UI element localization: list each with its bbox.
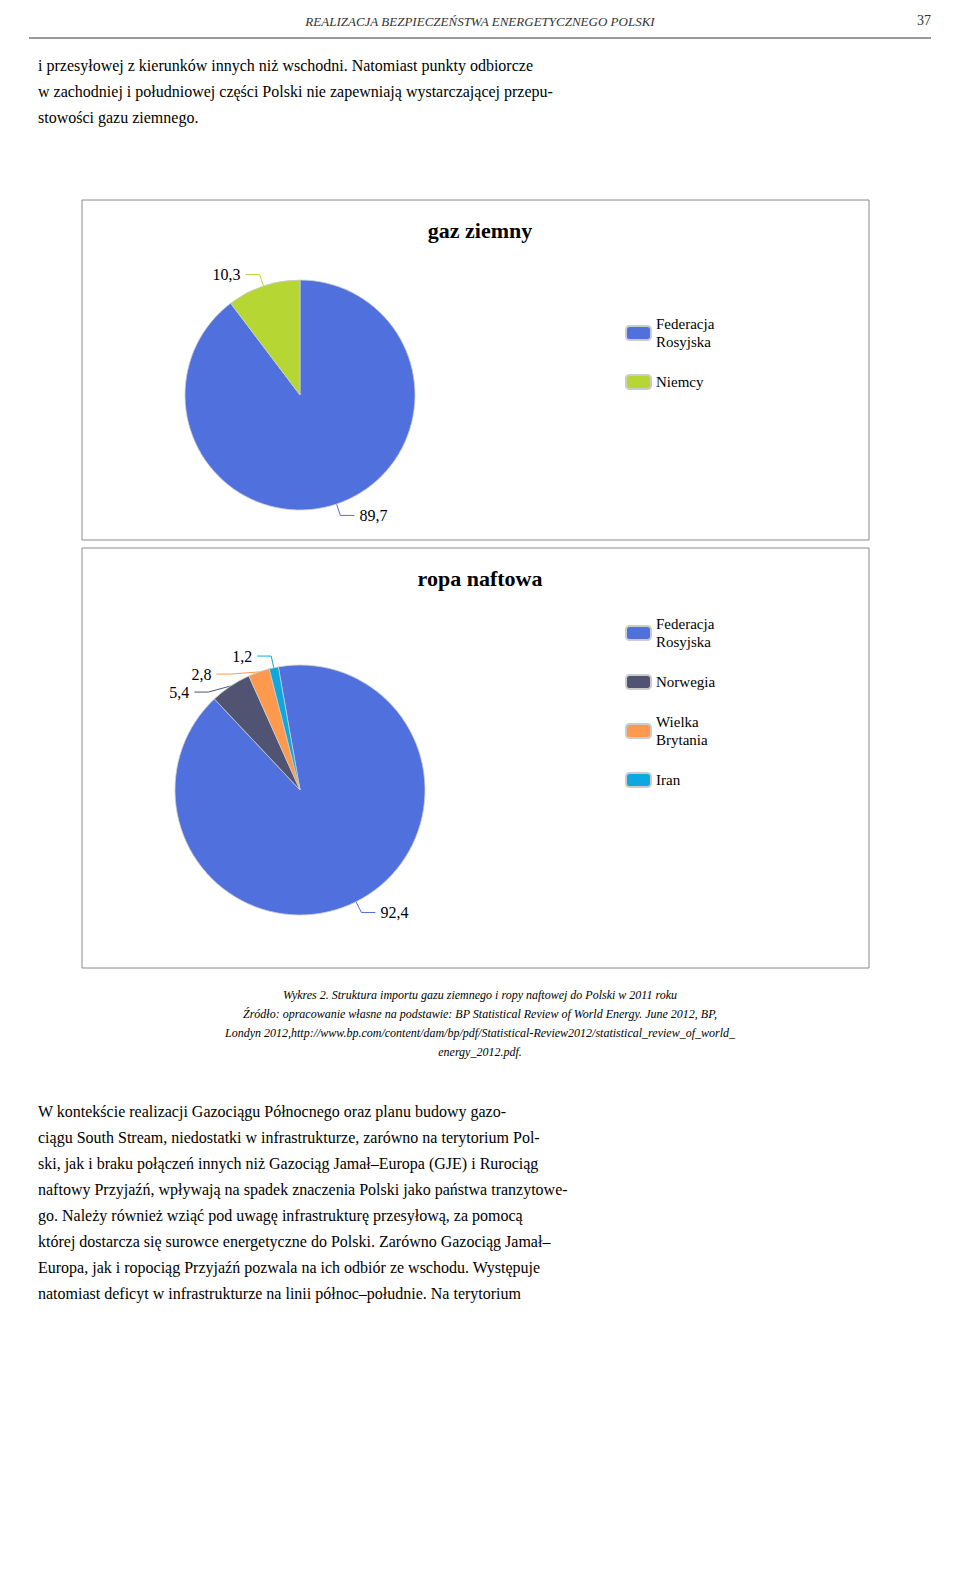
svg-text:Wykres 2. Struktura importu ga: Wykres 2. Struktura importu gazu ziemneg… <box>283 988 677 1002</box>
svg-text:Rosyjska: Rosyjska <box>656 634 711 650</box>
svg-text:ropa naftowa: ropa naftowa <box>418 566 543 591</box>
svg-text:Federacja: Federacja <box>656 616 715 632</box>
svg-text:natomiast deficyt w infrastruk: natomiast deficyt w infrastrukturze na l… <box>38 1285 522 1303</box>
svg-text:Wielka: Wielka <box>656 714 699 730</box>
svg-text:Niemcy: Niemcy <box>656 374 704 390</box>
svg-text:której dostarcza się surowce e: której dostarcza się surowce energetyczn… <box>38 1233 551 1251</box>
svg-text:ski, jak i braku połączeń inny: ski, jak i braku połączeń innych niż Gaz… <box>38 1155 538 1173</box>
svg-text:W kontekście realizacji Gazoci: W kontekście realizacji Gazociągu Północ… <box>38 1103 506 1121</box>
svg-text:REALIZACJA BEZPIECZEŃSTWA ENER: REALIZACJA BEZPIECZEŃSTWA ENERGETYCZNEGO… <box>304 14 655 29</box>
svg-text:92,4: 92,4 <box>380 904 408 921</box>
svg-text:Londyn 2012,http://www.bp.com/: Londyn 2012,http://www.bp.com/content/da… <box>224 1026 736 1040</box>
svg-text:Źródło: opracowanie własne na: Źródło: opracowanie własne na podstawie:… <box>243 1007 717 1021</box>
svg-text:10,3: 10,3 <box>213 266 241 283</box>
svg-text:1,2: 1,2 <box>232 648 252 665</box>
svg-text:5,4: 5,4 <box>169 684 189 701</box>
svg-text:2,8: 2,8 <box>191 666 211 683</box>
svg-text:naftowy Przyjaźń, wpływają na: naftowy Przyjaźń, wpływają na spadek zna… <box>38 1181 568 1199</box>
svg-text:Europa, jak i ropociąg Przyjaź: Europa, jak i ropociąg Przyjaźń pozwala … <box>38 1259 540 1277</box>
svg-text:i przesyłowej z kierunków inny: i przesyłowej z kierunków innych niż wsc… <box>38 57 533 75</box>
svg-text:Brytania: Brytania <box>656 732 708 748</box>
svg-text:89,7: 89,7 <box>359 507 387 524</box>
svg-text:w zachodniej i południowej czę: w zachodniej i południowej części Polski… <box>38 83 553 101</box>
svg-text:stowości gazu ziemnego.: stowości gazu ziemnego. <box>38 109 198 127</box>
svg-text:go. Należy również wziąć pod u: go. Należy również wziąć pod uwagę infra… <box>38 1207 524 1225</box>
svg-text:energy_2012.pdf.: energy_2012.pdf. <box>438 1045 522 1059</box>
svg-text:Norwegia: Norwegia <box>656 674 715 690</box>
svg-text:gaz ziemny: gaz ziemny <box>428 218 532 243</box>
svg-text:Rosyjska: Rosyjska <box>656 334 711 350</box>
svg-text:ciągu South Stream, niedostatk: ciągu South Stream, niedostatki w infras… <box>38 1129 540 1147</box>
svg-text:Federacja: Federacja <box>656 316 715 332</box>
svg-text:37: 37 <box>917 13 931 28</box>
svg-text:Iran: Iran <box>656 772 681 788</box>
